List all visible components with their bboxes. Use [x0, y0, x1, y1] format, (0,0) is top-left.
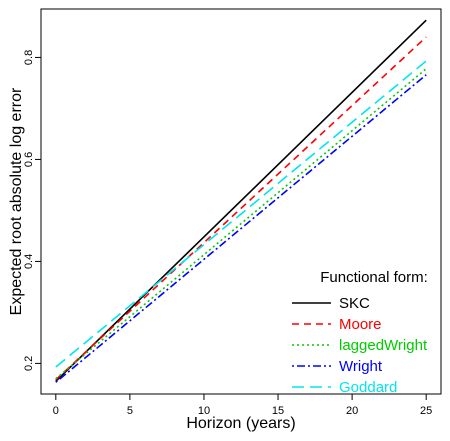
series-line-skc: [55, 19, 427, 382]
x-tick-label: 20: [346, 405, 358, 417]
legend-label-skc: SKC: [339, 295, 370, 312]
plot-frame: [40, 8, 442, 395]
series-line-goddard: [55, 60, 427, 368]
series-line-moore: [55, 36, 427, 381]
legend-title: Functional form:: [320, 269, 428, 286]
series-lines: [55, 19, 427, 383]
x-tick-label: 0: [53, 405, 59, 417]
legend-label-laggedwright: laggedWright: [339, 337, 428, 354]
legend-label-goddard: Goddard: [339, 379, 397, 396]
x-tick-label: 5: [127, 405, 133, 417]
x-axis-label: Horizon (years): [186, 415, 295, 432]
x-tick-label: 25: [420, 405, 432, 417]
y-tick-label: 0.2: [23, 356, 35, 371]
y-tick-label: 0.6: [23, 152, 35, 167]
y-axis: 0.2 0.4 0.6 0.8: [23, 50, 41, 371]
legend-label-moore: Moore: [339, 316, 382, 333]
legend: Functional form: SKC Moore laggedWright Wri…: [292, 269, 428, 396]
x-tick-label: 15: [272, 405, 284, 417]
y-axis-label: Expected root absolute log error: [8, 87, 25, 315]
x-tick-label: 10: [198, 405, 210, 417]
series-line-laggedwright: [55, 68, 427, 380]
series-line-wright: [55, 74, 427, 383]
legend-label-wright: Wright: [339, 358, 383, 375]
y-tick-label: 0.8: [23, 50, 35, 65]
y-tick-label: 0.4: [23, 254, 35, 269]
x-axis: 0 5 10 15 20 25: [53, 394, 432, 417]
